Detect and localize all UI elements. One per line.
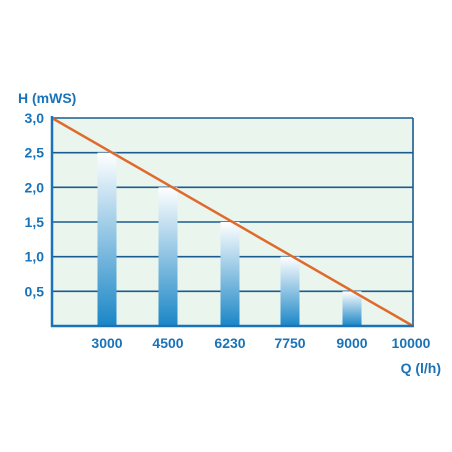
bar-6230 bbox=[220, 222, 240, 326]
curve-segment bbox=[51, 116, 414, 328]
x-tick-label: 6230 bbox=[214, 335, 245, 351]
x-tick-labels: 3000 4500 6230 7750 9000 10000 bbox=[91, 335, 430, 351]
x-tick-label: 7750 bbox=[274, 335, 305, 351]
y-tick-label: 1,5 bbox=[25, 214, 45, 230]
y-tick-label: 0,5 bbox=[25, 283, 45, 299]
y-tick-label: 1,0 bbox=[25, 249, 45, 265]
y-tick-label: 2,0 bbox=[25, 179, 45, 195]
bar-3000 bbox=[97, 152, 117, 326]
y-tick-label: 3,0 bbox=[25, 110, 45, 126]
x-axis-title: Q (l/h) bbox=[401, 360, 441, 376]
axes bbox=[50, 116, 414, 328]
y-axis-title: H (mWS) bbox=[18, 90, 76, 106]
x-tick-label: 4500 bbox=[152, 335, 183, 351]
x-tick-label: 3000 bbox=[91, 335, 122, 351]
bar-9000 bbox=[342, 291, 362, 326]
y-tick-label: 2,5 bbox=[25, 145, 45, 161]
x-tick-label: 9000 bbox=[336, 335, 367, 351]
curve-line bbox=[51, 116, 414, 328]
y-tick-labels: 0,5 1,0 1,5 2,0 2,5 3,0 bbox=[25, 110, 45, 299]
bar-4500 bbox=[158, 187, 178, 326]
bar-7750 bbox=[280, 256, 300, 326]
x-tick-label: 10000 bbox=[392, 335, 431, 351]
bars bbox=[97, 152, 362, 326]
